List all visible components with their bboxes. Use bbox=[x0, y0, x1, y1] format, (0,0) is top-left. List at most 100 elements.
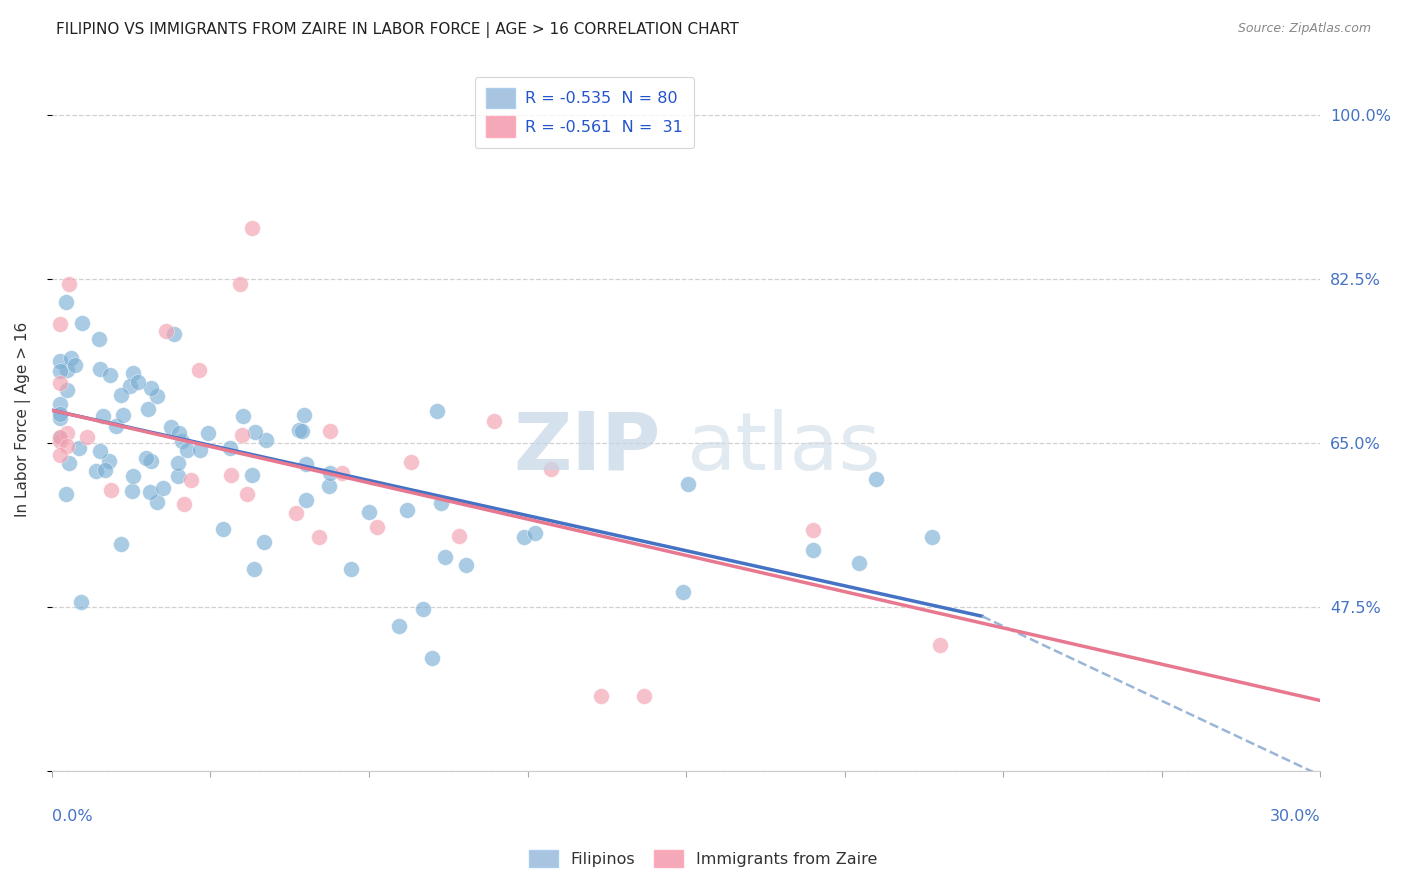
Point bbox=[89, 361, 111, 376]
Point bbox=[219, 441, 242, 455]
Point bbox=[591, 689, 613, 703]
Point bbox=[921, 530, 943, 544]
Point bbox=[49, 434, 72, 448]
Point bbox=[146, 495, 169, 509]
Point bbox=[63, 358, 86, 372]
Point bbox=[399, 455, 422, 469]
Point bbox=[136, 402, 159, 417]
Point bbox=[49, 376, 72, 390]
Point bbox=[55, 383, 77, 397]
Point bbox=[49, 353, 72, 368]
Point bbox=[318, 424, 340, 438]
Point bbox=[152, 481, 174, 495]
Point bbox=[197, 426, 219, 441]
Point bbox=[308, 530, 330, 544]
Point bbox=[49, 364, 72, 378]
Point bbox=[426, 404, 449, 418]
Point bbox=[678, 477, 700, 491]
Point bbox=[121, 366, 143, 380]
Point bbox=[139, 454, 162, 468]
Point bbox=[97, 454, 120, 468]
Point bbox=[167, 425, 190, 440]
Point bbox=[243, 562, 266, 576]
Point bbox=[59, 351, 82, 365]
Point bbox=[55, 294, 77, 309]
Point bbox=[56, 426, 79, 441]
Point bbox=[98, 368, 121, 383]
Point bbox=[524, 525, 547, 540]
Point bbox=[801, 523, 824, 537]
Text: Source: ZipAtlas.com: Source: ZipAtlas.com bbox=[1237, 22, 1371, 36]
Point bbox=[848, 557, 870, 571]
Point bbox=[291, 424, 314, 438]
Point bbox=[173, 497, 195, 511]
Point bbox=[49, 411, 72, 425]
Point bbox=[387, 618, 409, 632]
Point bbox=[110, 388, 132, 402]
Point bbox=[69, 595, 91, 609]
Point bbox=[245, 425, 267, 439]
Text: FILIPINO VS IMMIGRANTS FROM ZAIRE IN LABOR FORCE | AGE > 16 CORRELATION CHART: FILIPINO VS IMMIGRANTS FROM ZAIRE IN LAB… bbox=[56, 22, 740, 38]
Point bbox=[865, 472, 887, 486]
Point bbox=[170, 434, 193, 448]
Point bbox=[412, 601, 434, 615]
Point bbox=[87, 332, 110, 346]
Point bbox=[163, 327, 186, 342]
Point bbox=[318, 478, 340, 492]
Point bbox=[49, 430, 72, 444]
Point bbox=[229, 277, 252, 291]
Point bbox=[430, 496, 453, 510]
Point bbox=[56, 439, 79, 453]
Point bbox=[285, 506, 308, 520]
Point bbox=[447, 529, 470, 543]
Point bbox=[56, 363, 79, 377]
Y-axis label: In Labor Force | Age > 16: In Labor Force | Age > 16 bbox=[15, 322, 31, 517]
Point bbox=[357, 505, 380, 519]
Point bbox=[422, 651, 444, 665]
Point bbox=[89, 444, 111, 458]
Point bbox=[160, 420, 183, 434]
Point bbox=[167, 456, 190, 470]
Point bbox=[67, 442, 90, 456]
Point bbox=[484, 414, 506, 428]
Point bbox=[93, 463, 115, 477]
Legend: Filipinos, Immigrants from Zaire: Filipinos, Immigrants from Zaire bbox=[523, 843, 883, 873]
Text: atlas: atlas bbox=[686, 409, 880, 487]
Point bbox=[135, 451, 157, 466]
Point bbox=[58, 456, 80, 470]
Point bbox=[188, 443, 211, 458]
Text: 0.0%: 0.0% bbox=[52, 809, 93, 824]
Point bbox=[112, 408, 135, 422]
Point bbox=[49, 317, 72, 331]
Point bbox=[187, 363, 209, 377]
Point bbox=[366, 520, 388, 534]
Point bbox=[512, 530, 534, 544]
Point bbox=[288, 423, 311, 437]
Point bbox=[55, 487, 77, 501]
Point bbox=[928, 638, 950, 652]
Point bbox=[633, 689, 655, 703]
Point bbox=[240, 220, 263, 235]
Point bbox=[145, 389, 167, 403]
Point bbox=[91, 409, 114, 423]
Point bbox=[49, 407, 72, 421]
Point bbox=[319, 466, 342, 480]
Point bbox=[110, 537, 132, 551]
Point bbox=[84, 464, 107, 478]
Point bbox=[100, 483, 122, 497]
Point bbox=[49, 431, 72, 445]
Point bbox=[167, 468, 190, 483]
Point bbox=[801, 543, 824, 558]
Text: ZIP: ZIP bbox=[513, 409, 661, 487]
Point bbox=[672, 585, 695, 599]
Point bbox=[240, 468, 263, 483]
Point bbox=[254, 433, 277, 447]
Point bbox=[340, 562, 363, 576]
Point bbox=[295, 493, 318, 508]
Point bbox=[232, 409, 254, 424]
Point bbox=[76, 430, 98, 444]
Point bbox=[127, 376, 149, 390]
Point bbox=[231, 428, 253, 442]
Point bbox=[395, 503, 418, 517]
Point bbox=[219, 467, 242, 482]
